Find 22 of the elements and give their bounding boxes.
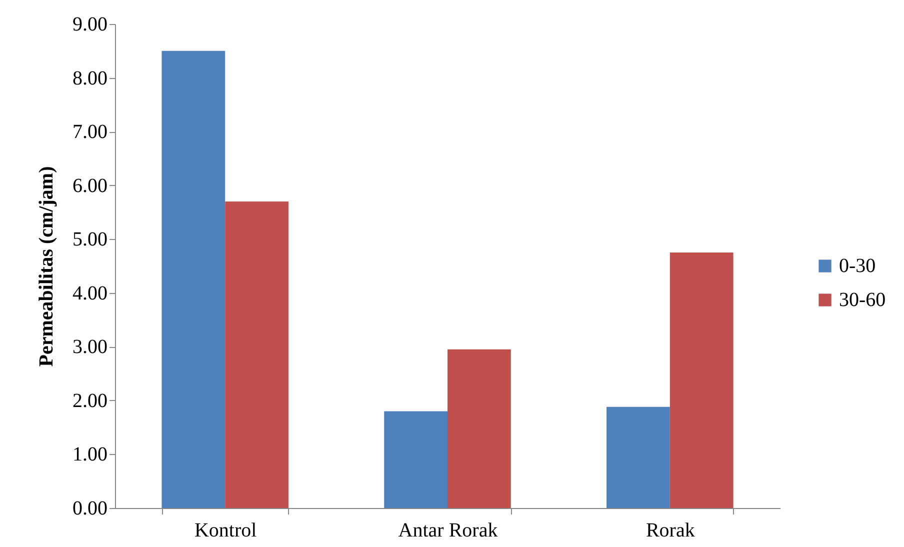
y-tick-label: 0.00	[72, 498, 108, 520]
legend-label: 0-30	[839, 255, 876, 277]
bar	[606, 406, 670, 508]
y-tick-label: 6.00	[72, 174, 108, 197]
bar	[448, 349, 511, 508]
bar	[225, 201, 288, 508]
y-axis-title: Permeabilitas (cm/jam)	[36, 166, 58, 367]
x-tick-label: Kontrol	[194, 520, 258, 542]
y-tick-label: 8.00	[72, 67, 108, 90]
legend-label: 30-60	[839, 289, 886, 311]
bar	[384, 411, 448, 508]
y-tick-label: 2.00	[72, 390, 108, 412]
bar	[162, 50, 226, 508]
y-tick-label: 7.00	[72, 121, 108, 144]
y-tick-label: 5.00	[72, 228, 108, 251]
y-tick-label: 1.00	[72, 444, 108, 466]
x-tick-label: Rorak	[646, 520, 695, 542]
bar	[670, 252, 734, 508]
y-tick-label: 9.00	[72, 14, 108, 36]
y-tick-label: 4.00	[72, 282, 108, 304]
x-tick-label: Antar Rorak	[398, 520, 498, 542]
y-tick-label: 3.00	[72, 336, 108, 358]
